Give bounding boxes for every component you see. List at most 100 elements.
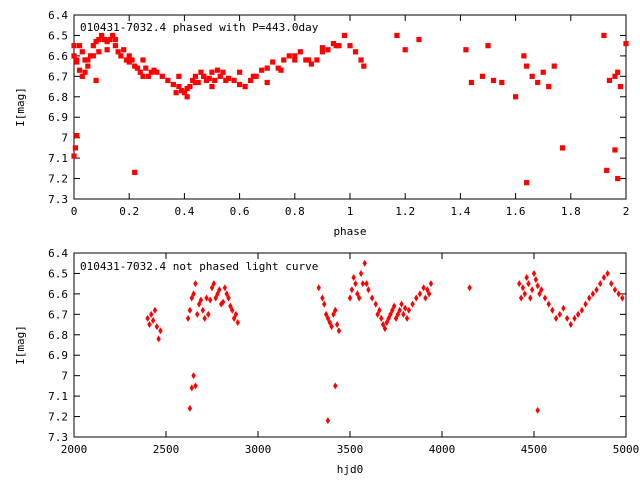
data-point xyxy=(546,300,551,308)
data-point xyxy=(325,417,331,425)
data-point xyxy=(286,53,292,59)
data-point xyxy=(362,259,367,267)
data-point xyxy=(230,306,235,314)
data-point xyxy=(184,86,190,92)
x-tick-label: 3000 xyxy=(245,443,272,456)
data-point xyxy=(535,282,540,290)
data-point xyxy=(399,300,404,308)
data-point xyxy=(333,382,338,390)
data-point xyxy=(79,73,85,79)
data-point xyxy=(535,406,540,414)
phased-plot-panel: 0 0.2 0.4 0.6 0.8 1 1.2 1.4 1.6 1.8 2 6.4 6.5 6.6 6.7… xyxy=(14,9,629,238)
data-point xyxy=(358,269,364,277)
data-point xyxy=(275,65,281,71)
data-point xyxy=(333,43,339,49)
data-point xyxy=(360,280,366,288)
data-point xyxy=(223,77,229,84)
data-point xyxy=(242,83,248,90)
data-point xyxy=(159,73,165,79)
data-point xyxy=(112,36,118,43)
x-tick-label: 1.4 xyxy=(450,205,470,218)
data-point xyxy=(192,73,199,79)
data-point xyxy=(393,314,399,322)
data-point xyxy=(147,321,152,329)
data-point xyxy=(377,306,382,314)
data-point xyxy=(93,77,99,84)
data-point xyxy=(341,32,348,39)
data-point xyxy=(526,280,531,288)
y-tick-label: 6.6 xyxy=(48,288,68,301)
y-tick-label: 6.5 xyxy=(48,267,68,280)
data-point xyxy=(314,57,320,63)
data-point xyxy=(517,280,522,288)
data-point xyxy=(123,57,130,63)
x-tick-label: 0.6 xyxy=(230,205,250,218)
data-point xyxy=(616,290,621,298)
data-point xyxy=(198,296,204,304)
data-point xyxy=(333,306,338,314)
data-point xyxy=(253,73,259,79)
y-tick-label: 7.1 xyxy=(48,390,68,403)
x-tick-label: 0 xyxy=(71,205,78,218)
data-point xyxy=(150,316,156,324)
data-point xyxy=(325,47,331,53)
data-point xyxy=(151,67,157,73)
y-tick-label: 7 xyxy=(61,370,68,383)
data-point xyxy=(479,73,486,79)
data-point xyxy=(336,43,342,49)
data-point xyxy=(184,94,190,100)
data-point xyxy=(401,310,406,318)
data-point xyxy=(181,90,187,96)
phased-y-axis: 6.4 6.5 6.6 6.7 6.8 6.9 7 7.1 7.2 7.3 xyxy=(48,9,626,206)
data-point xyxy=(559,145,566,151)
data-point xyxy=(366,286,371,294)
data-point xyxy=(196,300,202,308)
data-point xyxy=(528,294,533,302)
data-point xyxy=(423,294,428,302)
data-point xyxy=(292,57,298,63)
data-point xyxy=(542,294,548,302)
data-point xyxy=(264,79,270,86)
y-tick-label: 6.8 xyxy=(48,91,68,104)
data-point xyxy=(118,53,124,59)
data-point xyxy=(395,310,401,318)
data-point xyxy=(390,306,395,314)
data-point xyxy=(524,180,530,186)
data-point xyxy=(191,372,196,380)
unphased-x-axis-label: hjd0 xyxy=(337,463,364,476)
data-point xyxy=(222,284,228,292)
data-point xyxy=(351,274,356,282)
data-point xyxy=(137,69,143,75)
data-point xyxy=(404,314,410,322)
data-point xyxy=(209,284,215,292)
data-point xyxy=(93,38,99,45)
data-point xyxy=(394,32,400,39)
data-point xyxy=(248,77,254,84)
data-point xyxy=(264,65,270,71)
data-point xyxy=(115,49,121,55)
data-point xyxy=(259,67,265,73)
data-point xyxy=(306,57,312,63)
phased-y-axis-label: I[mag] xyxy=(14,87,27,127)
data-point xyxy=(553,314,559,322)
data-point xyxy=(561,304,566,312)
data-point xyxy=(397,306,402,314)
data-point xyxy=(386,314,391,322)
data-point xyxy=(237,69,243,75)
data-point xyxy=(425,286,430,294)
y-tick-label: 6.7 xyxy=(48,308,68,321)
data-point xyxy=(572,314,577,322)
y-tick-label: 6.8 xyxy=(48,329,68,342)
data-point xyxy=(406,306,412,314)
data-point xyxy=(211,280,217,288)
x-tick-label: 2 xyxy=(623,205,630,218)
data-point xyxy=(499,79,505,86)
data-point xyxy=(224,290,229,298)
data-point xyxy=(107,36,113,43)
y-tick-label: 6.9 xyxy=(48,349,68,362)
data-point xyxy=(202,314,207,322)
x-tick-label: 0.2 xyxy=(119,205,139,218)
data-point xyxy=(529,286,535,294)
data-point xyxy=(220,298,226,306)
data-point xyxy=(189,384,194,392)
